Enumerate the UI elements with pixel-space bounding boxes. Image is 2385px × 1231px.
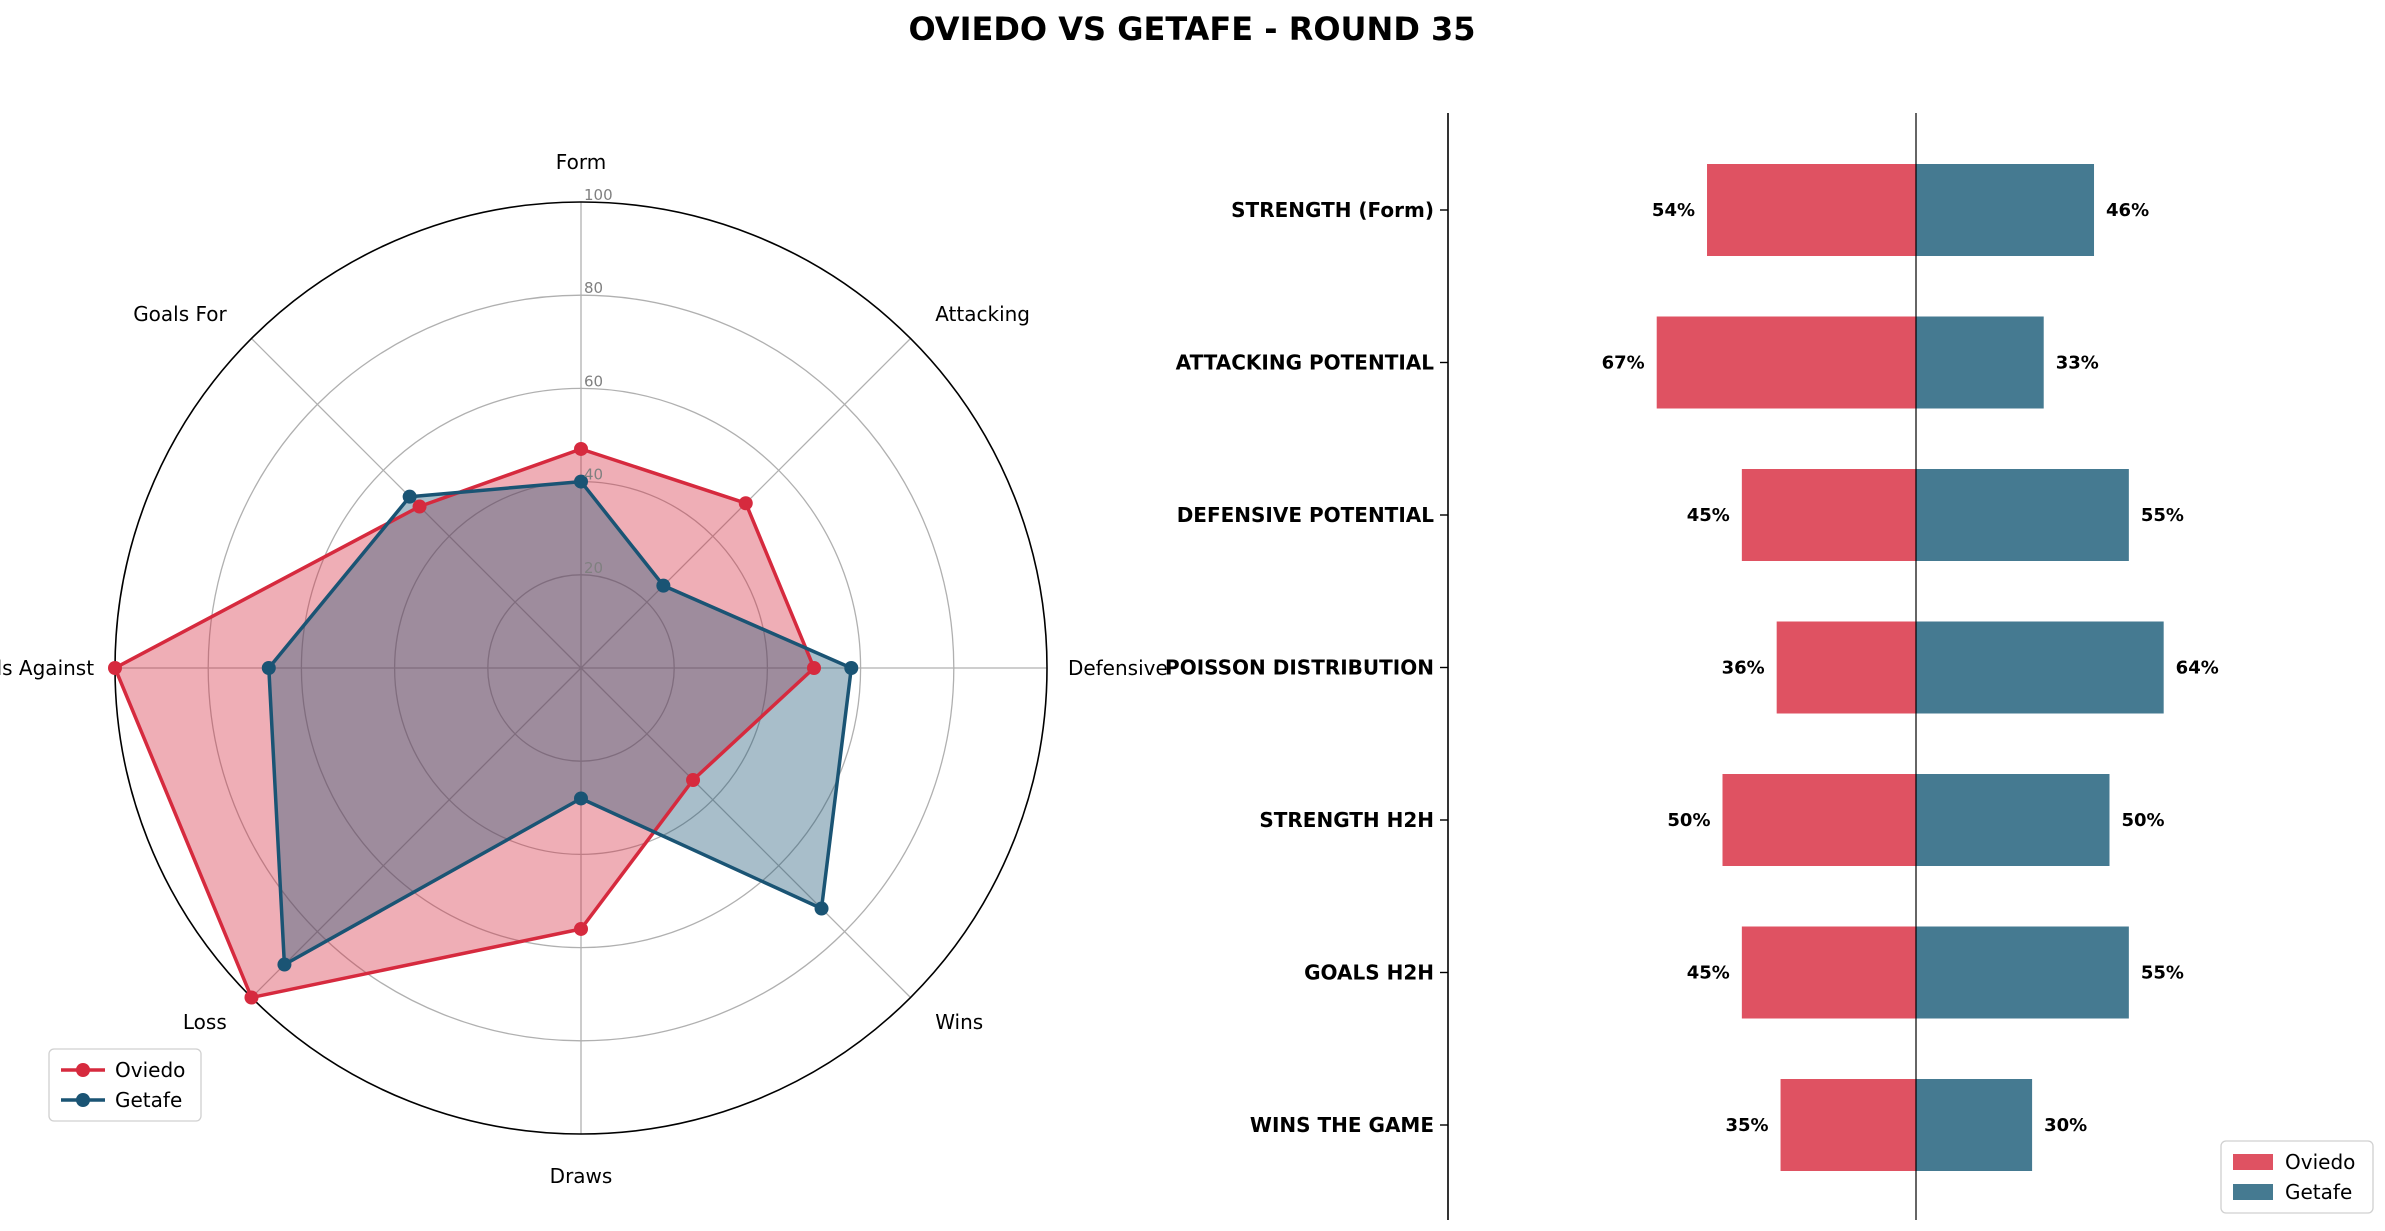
bar-value-label-getafe: 64% xyxy=(2176,658,2219,679)
radar-legend-marker-getafe xyxy=(76,1093,90,1107)
bar-legend-swatch-oviedo xyxy=(2233,1154,2273,1170)
radar-point-getafe xyxy=(402,489,417,504)
radar-axis-label: Goals Against xyxy=(0,656,94,680)
bar-value-label-oviedo: 36% xyxy=(1722,658,1765,679)
radar-spoke xyxy=(580,667,911,998)
bar-legend-label: Getafe xyxy=(2285,1180,2352,1204)
radar-axis-label: Attacking xyxy=(935,302,1030,326)
bar-category-label: DEFENSIVE POTENTIAL xyxy=(1177,503,1435,527)
bar-category-label: ATTACKING POTENTIAL xyxy=(1176,351,1435,375)
radar-axis-label: Defensive xyxy=(1068,656,1168,680)
radar-point-oviedo xyxy=(244,990,259,1005)
bar-category-label: GOALS H2H xyxy=(1304,961,1434,985)
bar-getafe xyxy=(1916,926,2129,1019)
radar-point-getafe xyxy=(656,578,671,593)
radar-tick-label: 60 xyxy=(584,372,603,390)
radar-axis-label: Goals For xyxy=(133,302,227,326)
bar-category-label: STRENGTH (Form) xyxy=(1231,198,1434,222)
bar-legend-swatch-getafe xyxy=(2233,1184,2273,1200)
bar-oviedo xyxy=(1741,469,1916,561)
radar-point-oviedo xyxy=(807,661,821,675)
radar-point-oviedo xyxy=(574,921,588,936)
bar-value-label-oviedo: 35% xyxy=(1725,1115,1768,1136)
radar-axis-label: Form xyxy=(556,150,606,174)
bar-getafe xyxy=(1916,164,2095,256)
bar-getafe xyxy=(1916,1079,2033,1171)
radar-tick-label: 20 xyxy=(584,559,603,577)
radar-point-getafe xyxy=(814,901,829,916)
radar-point-oviedo xyxy=(108,661,122,675)
bar-category-label: WINS THE GAME xyxy=(1250,1113,1434,1137)
radar-point-oviedo xyxy=(412,499,427,514)
bar-getafe xyxy=(1916,316,2044,409)
radar-point-getafe xyxy=(574,791,588,806)
bar-value-label-getafe: 30% xyxy=(2044,1115,2087,1136)
radar-legend: Oviedo Getafe xyxy=(48,1048,202,1122)
radar-point-oviedo xyxy=(738,496,753,511)
bar-oviedo xyxy=(1776,621,1916,714)
bar-chart: STRENGTH (Form) 54% 46% ATTACKING POTENTIAL… xyxy=(1165,113,2219,1220)
bar-getafe xyxy=(1916,469,2129,561)
radar-point-oviedo xyxy=(686,773,701,788)
radar-legend-label: Getafe xyxy=(115,1088,182,1112)
bar-value-label-getafe: 55% xyxy=(2141,963,2184,984)
radar-point-getafe xyxy=(844,661,859,675)
radar-legend-label: Oviedo xyxy=(115,1058,185,1082)
bar-value-label-getafe: 46% xyxy=(2106,200,2149,221)
bar-legend: Oviedo Getafe xyxy=(2220,1140,2374,1214)
bar-value-label-oviedo: 54% xyxy=(1652,200,1695,221)
radar-spoke xyxy=(251,667,582,998)
radar-point-getafe xyxy=(277,957,292,972)
radar-tick-label: 40 xyxy=(584,466,603,484)
bar-getafe xyxy=(1916,621,2164,714)
bar-getafe xyxy=(1916,774,2110,866)
radar-tick-label: 80 xyxy=(584,279,603,297)
radar-axis-label: Draws xyxy=(550,1164,613,1188)
radar-axis-label: Wins xyxy=(935,1010,983,1034)
bar-value-label-oviedo: 50% xyxy=(1667,810,1710,831)
bar-value-label-getafe: 33% xyxy=(2056,353,2099,374)
radar-area-getafe xyxy=(268,481,852,965)
bar-value-label-oviedo: 67% xyxy=(1602,353,1645,374)
radar-chart: 20 40 60 80 100 Form Attacking Defensive Wins Dra… xyxy=(0,150,1168,1188)
radar-legend-marker-oviedo xyxy=(76,1063,90,1077)
radar-point-getafe xyxy=(574,474,588,489)
radar-area-oviedo xyxy=(115,449,814,998)
bar-category-label: POISSON DISTRIBUTION xyxy=(1165,656,1434,680)
chart-title: OVIEDO VS GETAFE - ROUND 35 xyxy=(908,10,1475,48)
bar-value-label-getafe: 50% xyxy=(2122,810,2165,831)
bar-oviedo xyxy=(1741,926,1916,1019)
bar-value-label-oviedo: 45% xyxy=(1687,505,1730,526)
bar-oviedo xyxy=(1722,774,1916,866)
bar-legend-label: Oviedo xyxy=(2285,1150,2355,1174)
radar-axis-label: Loss xyxy=(183,1010,227,1034)
bar-value-label-getafe: 55% xyxy=(2141,505,2184,526)
bar-category-label: STRENGTH H2H xyxy=(1259,808,1434,832)
bar-oviedo xyxy=(1707,164,1916,256)
radar-tick-label: 100 xyxy=(584,186,613,204)
radar-point-getafe xyxy=(261,661,276,675)
bar-oviedo xyxy=(1780,1079,1916,1171)
bar-oviedo xyxy=(1656,316,1916,409)
bar-value-label-oviedo: 45% xyxy=(1687,963,1730,984)
radar-point-oviedo xyxy=(574,441,588,456)
